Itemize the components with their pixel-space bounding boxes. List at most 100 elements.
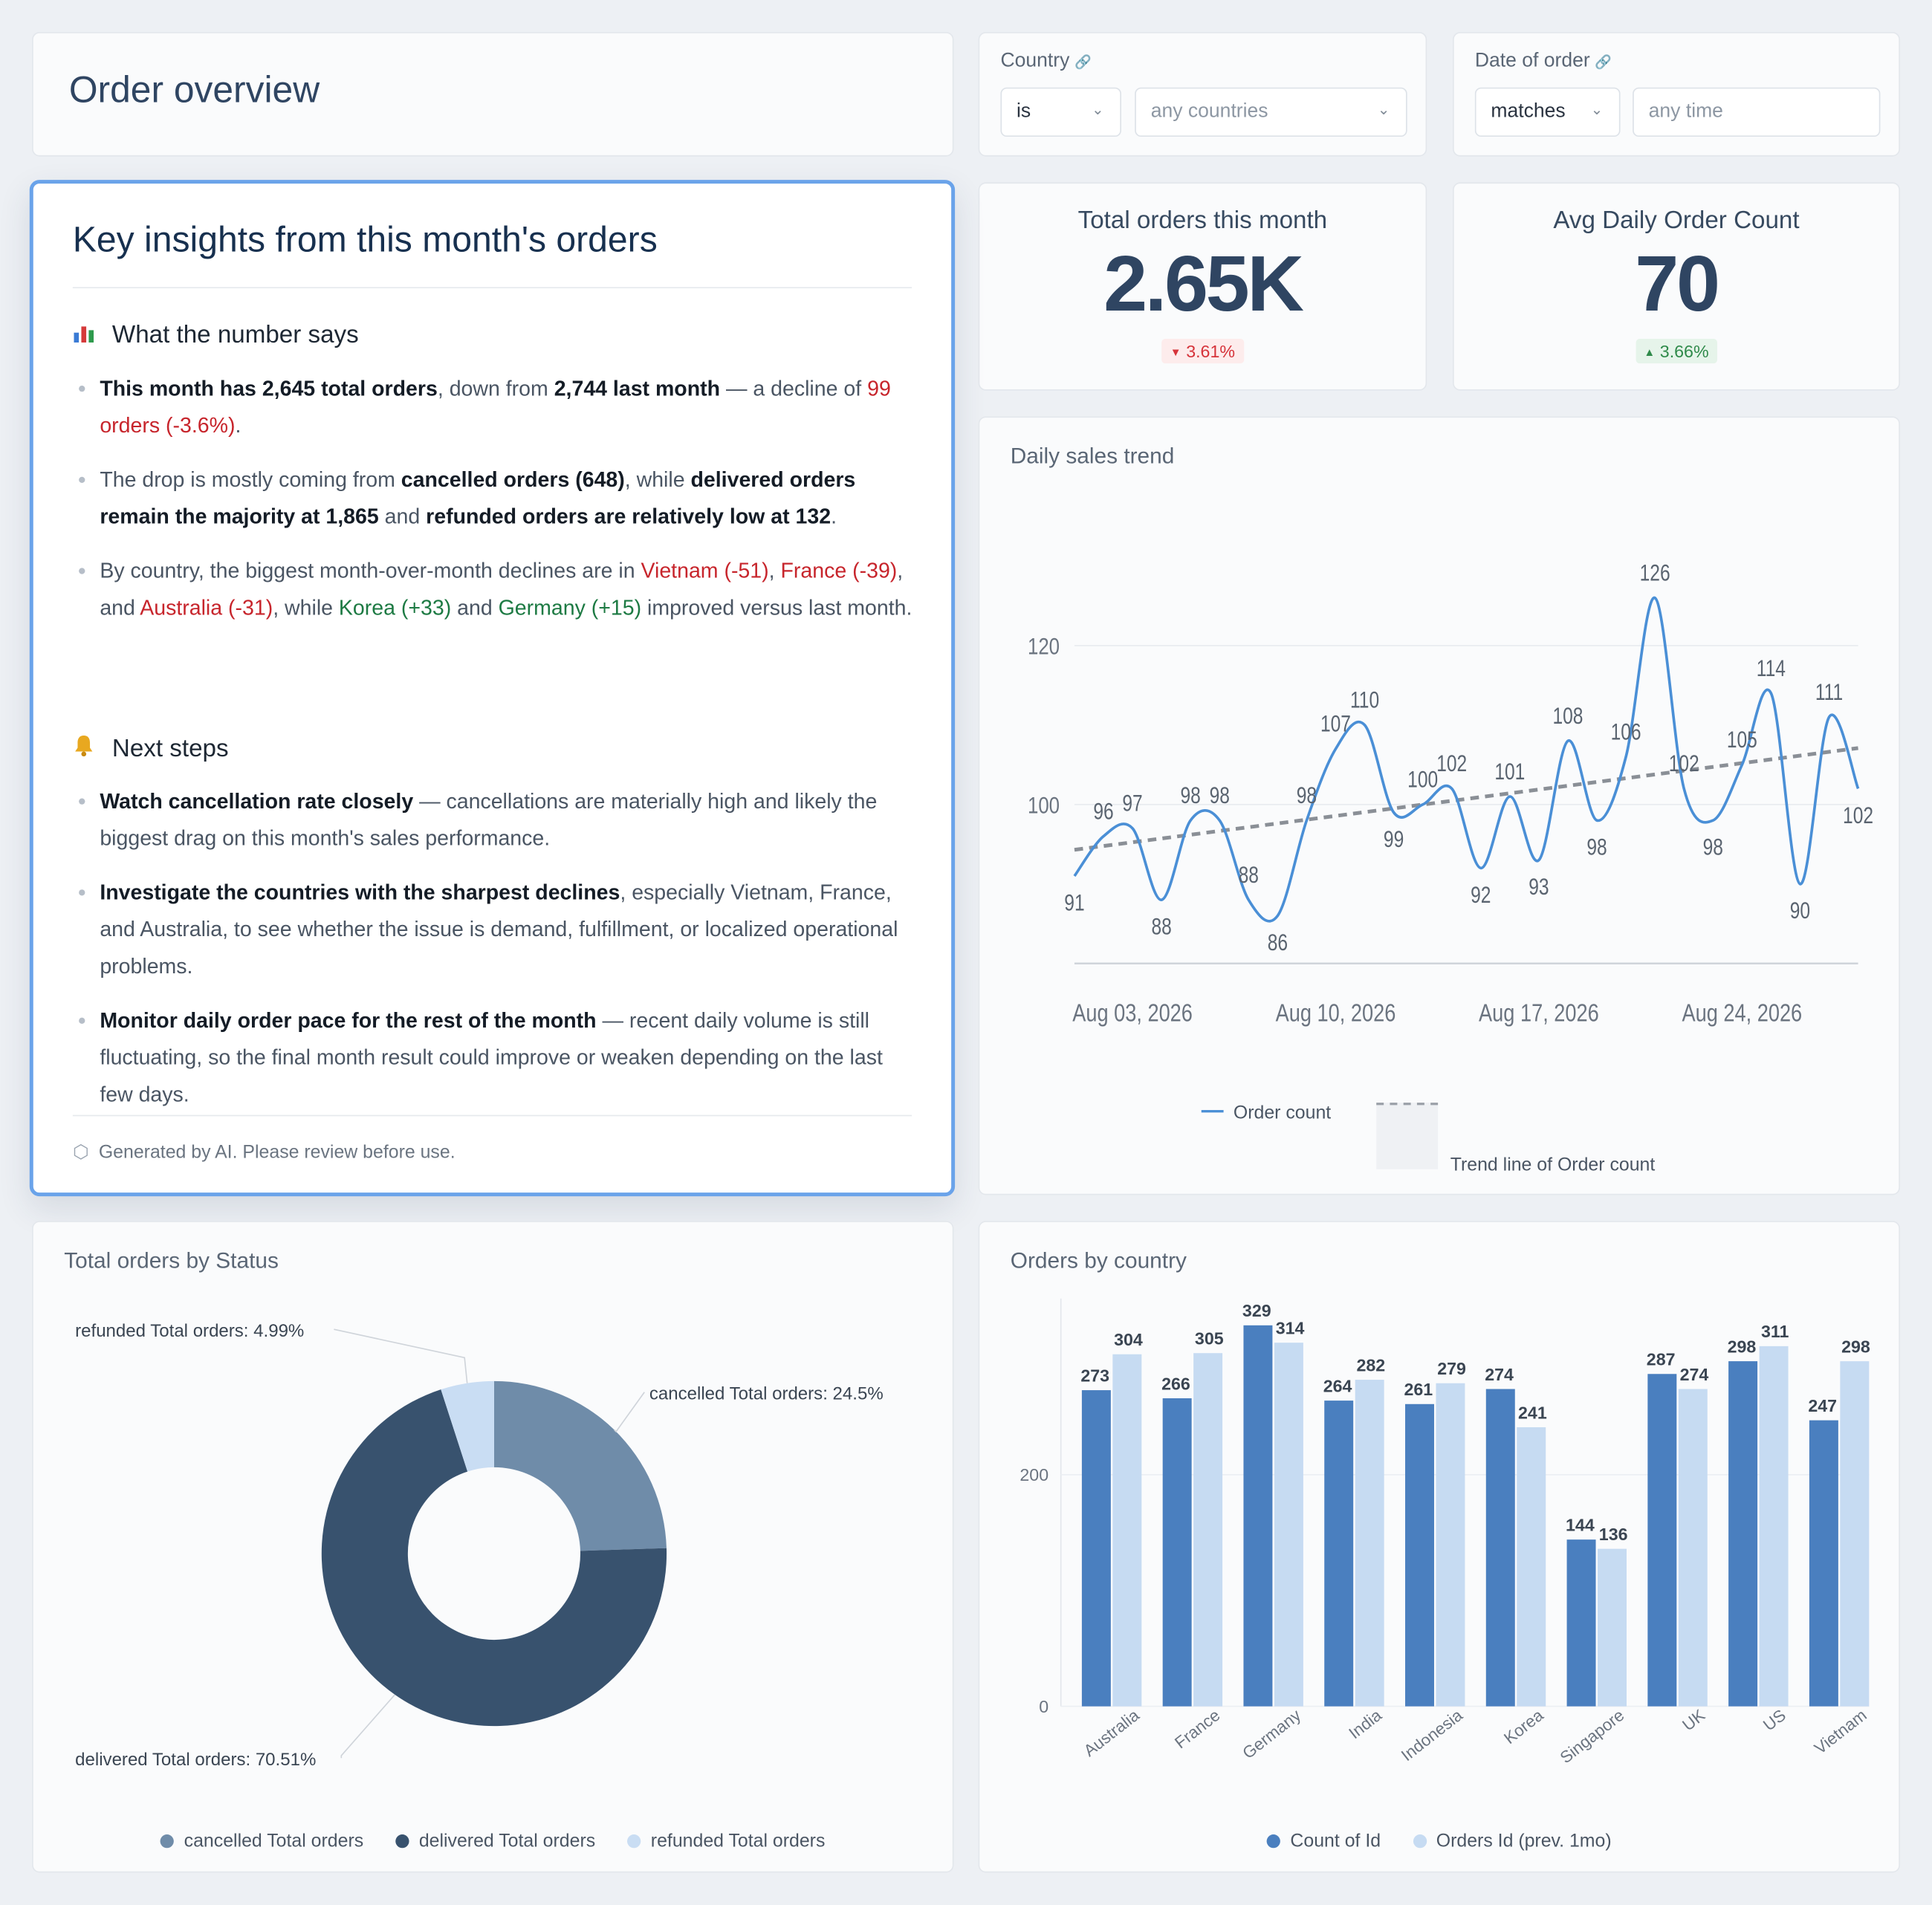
daily-sales-trend-card: Daily sales trend 100 120 Aug 03, 2026 Aug … — [978, 416, 1900, 1195]
next-steps-list: Watch cancellation rate closely — cancel… — [73, 782, 915, 1130]
data-label: 98 — [1586, 834, 1607, 860]
bar — [1809, 1420, 1838, 1707]
bullet-text: — a decline of — [720, 375, 868, 400]
data-label: 86 — [1268, 929, 1288, 955]
country-operator-select[interactable]: is ⌄ — [1000, 87, 1121, 137]
bullet-text: . — [831, 504, 837, 529]
bar-value-label: 144 — [1566, 1516, 1595, 1535]
bar-value-label: 247 — [1808, 1396, 1837, 1415]
line-chart: 100 120 Aug 03, 2026 Aug 10, 2026 Aug 17, 20… — [1028, 559, 1873, 1028]
bar — [1162, 1398, 1192, 1707]
bullet-text: , down from — [437, 375, 554, 400]
bar-legend: Count of Id Orders Id (prev. 1mo) — [979, 1831, 1899, 1853]
legend-item[interactable]: cancelled Total orders — [161, 1831, 363, 1852]
country-value-select[interactable]: any countries ⌄ — [1135, 87, 1407, 137]
bullet-text: 99 orders (-3.6%) — [100, 375, 891, 438]
x-tick-label: Aug 24, 2026 — [1682, 1000, 1802, 1027]
data-label: 99 — [1384, 825, 1404, 852]
legend-item[interactable]: Count of Id — [1266, 1831, 1381, 1852]
order-count-line — [1073, 596, 1860, 923]
insights-title: Key insights from this month's orders — [72, 220, 658, 260]
bar — [1355, 1380, 1384, 1707]
data-label: 90 — [1790, 897, 1810, 924]
chart-title: Orders by country — [1010, 1247, 1187, 1273]
bar-value-label: 305 — [1195, 1329, 1224, 1349]
x-tick-label: US — [1760, 1706, 1789, 1735]
legend-item[interactable]: Orders Id (prev. 1mo) — [1413, 1831, 1612, 1852]
divider — [72, 287, 912, 289]
data-label: 93 — [1529, 873, 1549, 900]
link-icon[interactable]: 🔗 — [1074, 55, 1092, 71]
legend-dot — [161, 1834, 175, 1849]
legend-order-count[interactable]: Order count — [1201, 1103, 1331, 1123]
orders-by-status-card: Total orders by Status cancelled Total o… — [32, 1221, 954, 1873]
data-label: 102 — [1843, 802, 1873, 828]
slice-label: refunded Total orders: 4.99% — [75, 1321, 304, 1341]
bullet-text: and — [378, 504, 427, 529]
hexagon-icon: ⬡ — [72, 1142, 89, 1164]
slice-label: cancelled Total orders: 24.5% — [649, 1384, 884, 1404]
header-card: Order overview — [32, 32, 954, 157]
data-label: 102 — [1669, 750, 1699, 776]
legend-dot — [1266, 1834, 1281, 1849]
country-filter-label: Country — [1000, 50, 1070, 72]
legend-label: Orders Id (prev. 1mo) — [1436, 1831, 1612, 1852]
kpi-title: Total orders this month — [1077, 207, 1328, 235]
bullet-text: Australia (-31) — [140, 594, 273, 620]
bullet-text: 2,744 last month — [554, 375, 721, 400]
bar-value-label: 287 — [1647, 1350, 1676, 1369]
chevron-down-icon: ⌄ — [1590, 100, 1604, 119]
orders-by-country-card: Orders by country 0 200 273 304 Australia 266… — [978, 1221, 1900, 1873]
bar-value-label: 298 — [1728, 1337, 1757, 1357]
donut-chart: cancelled Total orders: 24.5% delivered T… — [75, 1321, 884, 1770]
date-filter: Date of order 🔗 matches ⌄ any time — [1453, 32, 1900, 157]
insights-list: This month has 2,645 total orders, down … — [73, 369, 915, 643]
legend-trend-line[interactable]: Trend line of Order count — [1450, 1154, 1656, 1175]
legend-item[interactable]: refunded Total orders — [627, 1831, 825, 1852]
bullet-text: Monitor daily order pace for the rest of… — [100, 1007, 597, 1033]
date-operator-select[interactable]: matches ⌄ — [1474, 87, 1621, 137]
kpi-value: 70 — [1635, 238, 1720, 328]
date-value-input[interactable]: any time — [1633, 87, 1881, 137]
bullet-text: , and — [100, 558, 904, 620]
legend-label: refunded Total orders — [650, 1831, 826, 1852]
slice-label: delivered Total orders: 70.51% — [75, 1750, 316, 1770]
trend-swatch — [1376, 1103, 1439, 1169]
insights-card: Key insights from this month's orders Wh… — [29, 180, 956, 1197]
bar-chart: 0 200 273 304 Australia 266 305 France 329 314 Ger… — [1020, 1298, 1870, 1767]
bar — [1112, 1354, 1142, 1707]
bar — [1517, 1427, 1546, 1707]
legend-item[interactable]: delivered Total orders — [395, 1831, 595, 1852]
data-label: 98 — [1210, 782, 1230, 808]
bullet-text: delivered orders remain the majority at … — [100, 467, 856, 529]
y-tick-label: 200 — [1020, 1465, 1048, 1484]
bullet-text: cancelled orders (648) — [401, 467, 625, 492]
bullet-text: , especially Vietnam, France, and Austra… — [100, 879, 898, 979]
chart-title: Total orders by Status — [64, 1247, 279, 1273]
insight-bullet: The drop is mostly coming from cancelled… — [73, 461, 915, 534]
legend-label: cancelled Total orders — [184, 1831, 364, 1852]
bar-value-label: 261 — [1404, 1380, 1433, 1399]
data-label: 126 — [1640, 559, 1670, 586]
bar-value-label: 282 — [1356, 1355, 1385, 1375]
link-icon[interactable]: 🔗 — [1595, 55, 1612, 71]
x-tick-label: Indonesia — [1398, 1705, 1466, 1765]
x-tick-label: Vietnam — [1811, 1706, 1870, 1758]
data-label: 97 — [1122, 790, 1142, 817]
data-label: 88 — [1239, 861, 1259, 888]
bar — [1728, 1361, 1758, 1707]
insights-section-heading: Next steps — [73, 734, 229, 764]
bar-value-label: 279 — [1437, 1359, 1466, 1378]
bar — [1759, 1346, 1789, 1707]
trend-line — [1074, 746, 1858, 852]
data-label: 102 — [1436, 750, 1467, 776]
slice-refunded — [441, 1380, 494, 1472]
bullet-text: — cancellations are materially high and … — [100, 788, 878, 851]
bar — [1405, 1403, 1434, 1707]
x-tick-label: India — [1345, 1705, 1385, 1742]
kpi-title: Avg Daily Order Count — [1553, 207, 1800, 235]
bar-value-label: 304 — [1114, 1330, 1143, 1349]
data-label: 105 — [1727, 726, 1757, 753]
line-swatch — [1201, 1110, 1224, 1113]
x-tick-label: Australia — [1080, 1705, 1143, 1760]
